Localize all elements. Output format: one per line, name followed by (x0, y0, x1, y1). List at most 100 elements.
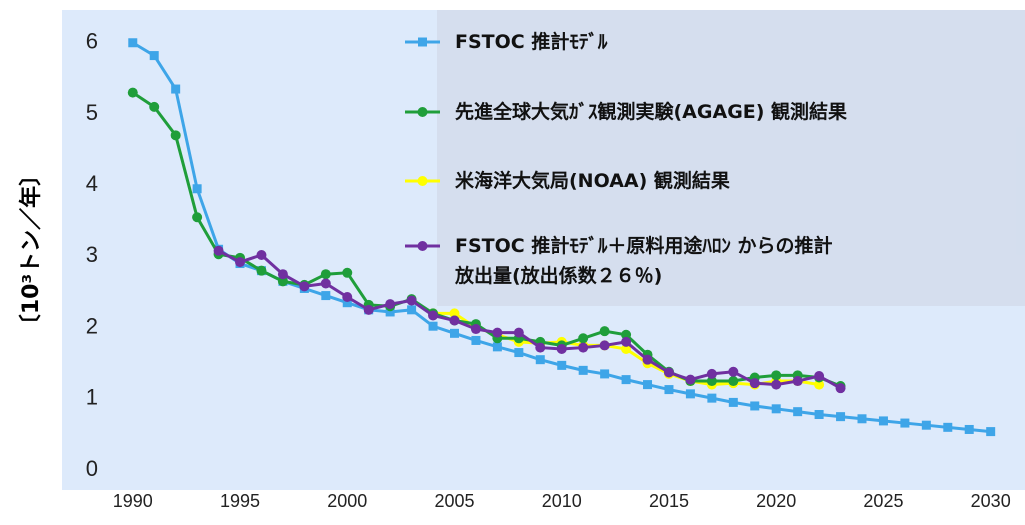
legend-marker (417, 241, 428, 251)
legend-background (437, 10, 1025, 306)
data-point (449, 328, 459, 338)
data-point (749, 378, 760, 389)
data-point (535, 355, 545, 365)
data-point (342, 292, 353, 303)
data-point (514, 348, 524, 358)
data-point (793, 407, 803, 417)
x-tick-label: 2010 (542, 491, 582, 511)
data-point (750, 401, 760, 411)
data-point (342, 267, 353, 278)
data-point (342, 298, 352, 308)
data-point (256, 249, 267, 260)
data-point (149, 101, 160, 112)
data-point (664, 385, 674, 395)
y-tick-label: 1 (86, 385, 98, 410)
data-point (557, 360, 567, 370)
data-point (621, 375, 631, 385)
data-point (578, 342, 589, 353)
data-point (407, 305, 417, 315)
data-point (857, 414, 867, 424)
data-point (492, 327, 503, 338)
data-point (900, 418, 910, 428)
y-tick-label: 6 (86, 29, 98, 54)
data-point (814, 379, 825, 390)
data-point (621, 336, 632, 347)
data-point (792, 376, 803, 387)
data-point (578, 365, 588, 375)
x-tick-label: 1990 (113, 491, 153, 511)
data-point (470, 324, 481, 335)
data-point (685, 374, 696, 385)
data-point (171, 84, 181, 94)
x-tick-label: 2025 (863, 491, 903, 511)
y-tick-label: 5 (86, 100, 98, 125)
data-point (492, 342, 502, 352)
data-point (235, 257, 246, 268)
data-point (128, 38, 138, 48)
data-point (320, 269, 331, 280)
data-point (320, 278, 331, 289)
data-point (728, 376, 739, 387)
legend-label: 先進全球大気ｶﾞｽ観測実験(AGAGE) 観測結果 (455, 101, 848, 123)
data-point (385, 299, 396, 310)
data-point (621, 343, 632, 354)
data-point (836, 412, 846, 422)
data-point (643, 380, 653, 390)
legend-marker (417, 107, 428, 117)
data-point (192, 184, 202, 194)
x-tick-label: 1995 (220, 491, 260, 511)
x-tick-label: 2005 (434, 491, 474, 511)
data-point (878, 416, 888, 426)
y-axis-label: 〔10³トン／年〕 (18, 164, 44, 336)
data-point (986, 427, 996, 437)
data-point (599, 340, 610, 351)
data-point (771, 404, 781, 414)
data-point (363, 304, 374, 315)
legend-label: FSTOC 推計ﾓﾃﾞﾙ (455, 31, 608, 53)
legend-marker (417, 176, 428, 186)
data-point (449, 308, 460, 319)
data-point (814, 410, 824, 420)
data-point (578, 333, 589, 344)
x-tick-label: 2000 (327, 491, 367, 511)
data-point (707, 393, 717, 403)
data-point (599, 326, 610, 337)
data-point (428, 310, 439, 321)
y-tick-label: 4 (86, 171, 98, 196)
data-point (728, 397, 738, 407)
data-point (642, 354, 653, 365)
data-point (814, 371, 825, 382)
legend-label: FSTOC 推計ﾓﾃﾞﾙ＋原料用途ﾊﾛﾝ からの推計 放出量(放出係数２６％) (455, 235, 833, 287)
x-tick-label: 2020 (756, 491, 796, 511)
data-point (213, 245, 224, 256)
data-point (921, 420, 931, 430)
data-point (706, 376, 717, 387)
data-point (170, 130, 181, 141)
data-point (256, 265, 267, 276)
data-point (277, 276, 288, 287)
data-point (192, 212, 203, 223)
y-tick-label: 0 (86, 456, 98, 481)
data-point (663, 367, 674, 378)
y-tick-label: 3 (86, 242, 98, 267)
data-point (728, 366, 739, 377)
legend-label: 米海洋大気局(NOAA) 観測結果 (455, 170, 730, 192)
data-point (685, 389, 695, 399)
data-point (428, 321, 438, 331)
legend-marker (418, 37, 427, 47)
data-point (556, 343, 567, 354)
data-point (149, 51, 159, 61)
data-point (835, 383, 846, 394)
data-point (621, 329, 632, 340)
data-point (449, 315, 460, 326)
data-point (385, 307, 395, 317)
data-point (600, 369, 610, 379)
data-point (771, 370, 782, 381)
y-tick-label: 2 (86, 313, 98, 338)
data-point (771, 379, 782, 390)
data-point (321, 291, 331, 301)
x-tick-label: 2015 (649, 491, 689, 511)
data-point (943, 422, 953, 432)
